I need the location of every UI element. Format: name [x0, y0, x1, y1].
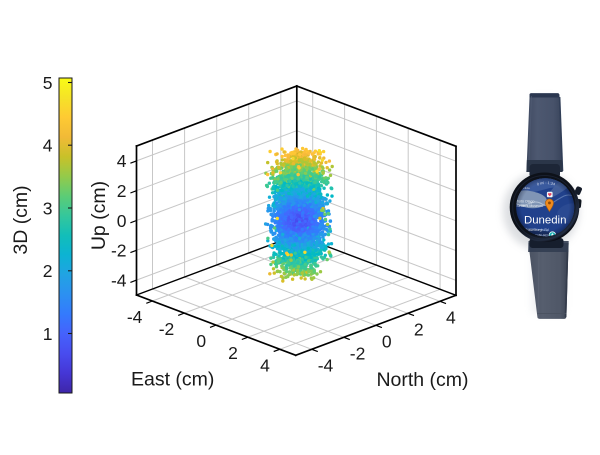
- svg-text:2: 2: [414, 319, 424, 339]
- svg-text:2: 2: [43, 261, 53, 281]
- svg-text:3D (cm): 3D (cm): [10, 185, 32, 254]
- svg-text:5: 5: [43, 73, 53, 93]
- svg-text:-4: -4: [318, 355, 334, 375]
- svg-text:Up (cm): Up (cm): [88, 181, 110, 250]
- svg-text:East (cm): East (cm): [131, 369, 214, 391]
- svg-text:2: 2: [117, 181, 127, 201]
- svg-text:0: 0: [196, 331, 206, 351]
- svg-text:1: 1: [43, 324, 53, 344]
- svg-text:4: 4: [43, 136, 53, 156]
- svg-text:-2: -2: [350, 343, 366, 363]
- svg-text:-2: -2: [111, 241, 127, 261]
- svg-text:-4: -4: [111, 270, 127, 290]
- svg-text:4: 4: [117, 151, 127, 171]
- svg-text:0: 0: [117, 211, 127, 231]
- svg-text:North (cm): North (cm): [376, 369, 468, 391]
- svg-text:4: 4: [446, 307, 456, 327]
- svg-text:0: 0: [382, 331, 392, 351]
- svg-text:-2: -2: [159, 319, 175, 339]
- svg-text:4: 4: [260, 355, 270, 375]
- svg-text:-4: -4: [127, 307, 143, 327]
- svg-text:3: 3: [43, 198, 53, 218]
- svg-text:2: 2: [228, 343, 238, 363]
